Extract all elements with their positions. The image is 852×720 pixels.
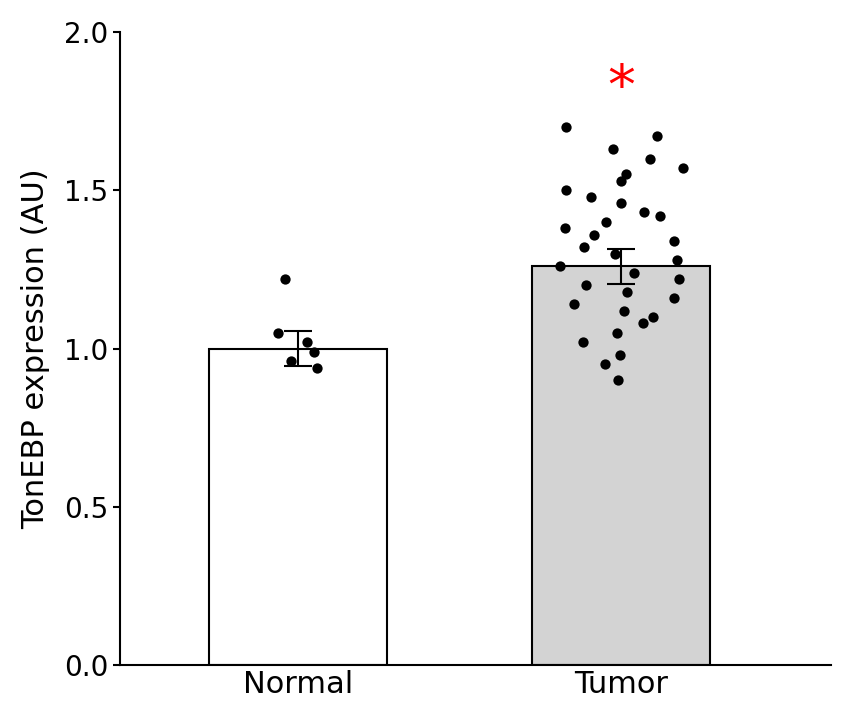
- Point: [607, 143, 620, 155]
- Point: [637, 207, 651, 218]
- Point: [301, 336, 314, 348]
- Point: [636, 318, 650, 329]
- Point: [553, 261, 567, 272]
- Point: [614, 197, 628, 209]
- Point: [307, 346, 320, 358]
- Point: [608, 248, 622, 259]
- Point: [598, 359, 612, 370]
- Point: [613, 349, 626, 361]
- Point: [611, 374, 625, 386]
- Point: [558, 222, 572, 234]
- Point: [610, 327, 624, 338]
- Point: [670, 254, 683, 266]
- Point: [579, 279, 593, 291]
- Point: [667, 292, 681, 304]
- Point: [599, 216, 613, 228]
- Point: [587, 229, 601, 240]
- Point: [647, 311, 660, 323]
- Point: [560, 121, 573, 132]
- Bar: [532, 266, 710, 665]
- Point: [576, 336, 590, 348]
- Point: [577, 241, 590, 253]
- Point: [272, 327, 285, 338]
- Point: [676, 162, 689, 174]
- Point: [667, 235, 681, 247]
- Text: *: *: [607, 62, 635, 116]
- Bar: [209, 348, 387, 665]
- Point: [310, 362, 324, 374]
- Point: [650, 130, 664, 142]
- Point: [653, 210, 667, 221]
- Point: [567, 299, 580, 310]
- Point: [559, 184, 573, 196]
- Point: [285, 356, 298, 367]
- Point: [617, 305, 630, 316]
- Point: [614, 175, 628, 186]
- Point: [643, 153, 657, 164]
- Point: [620, 286, 634, 297]
- Point: [584, 191, 598, 202]
- Point: [619, 168, 633, 180]
- Point: [672, 273, 686, 284]
- Y-axis label: TonEBP expression (AU): TonEBP expression (AU): [20, 168, 49, 529]
- Point: [627, 267, 641, 279]
- Point: [278, 273, 291, 284]
